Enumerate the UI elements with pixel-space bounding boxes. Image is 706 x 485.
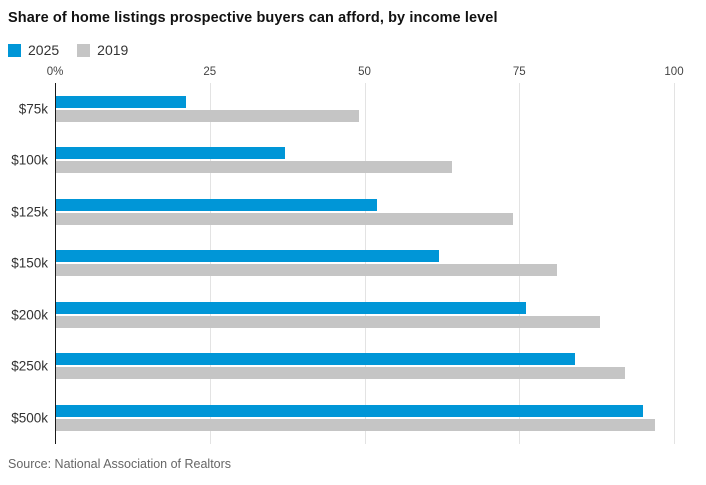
bar-2019-75k bbox=[56, 109, 359, 122]
legend: 2025 2019 bbox=[8, 42, 698, 58]
legend-swatch-2025 bbox=[8, 43, 21, 57]
chart-title: Share of home listings prospective buyer… bbox=[8, 10, 498, 26]
legend-label: 2025 bbox=[28, 42, 60, 58]
y-axis-line bbox=[55, 83, 56, 444]
bar-2025-150k bbox=[56, 250, 440, 263]
plot-area: $75k $100k $125k $150k $200k $250k $500k bbox=[11, 83, 675, 444]
category-label: $500k bbox=[11, 410, 48, 426]
category-label: $150k bbox=[11, 255, 48, 271]
gridline-75 bbox=[519, 83, 521, 444]
legend-swatch-2019 bbox=[77, 43, 91, 57]
bar-row-200k: $200k bbox=[11, 289, 674, 341]
bar-2019-200k bbox=[56, 315, 600, 328]
legend-item-2025: 2025 bbox=[8, 42, 59, 58]
bar-row-75k: $75k bbox=[19, 83, 674, 135]
bar-pair bbox=[56, 404, 674, 431]
gridline-25 bbox=[209, 83, 211, 444]
legend-label: 2019 bbox=[97, 42, 129, 58]
category-label: $100k bbox=[11, 152, 48, 168]
bar-row-125k: $125k bbox=[11, 186, 674, 238]
bar-row-150k: $150k bbox=[11, 238, 674, 290]
legend-item-2019: 2019 bbox=[77, 42, 128, 58]
bar-pair bbox=[56, 198, 674, 225]
gridline-50 bbox=[364, 83, 366, 444]
x-tick-label: 50 bbox=[358, 66, 371, 78]
x-tick-label: 25 bbox=[203, 66, 217, 78]
bar-2019-250k bbox=[56, 367, 625, 380]
x-axis: 0% 25 50 75 100 bbox=[47, 66, 684, 83]
chart-container: Share of home listings prospective buyer… bbox=[8, 10, 698, 471]
source-note: Source: National Association of Realtors bbox=[8, 457, 232, 471]
bar-2025-125k bbox=[56, 198, 378, 211]
bar-pair bbox=[56, 353, 674, 380]
x-tick-label: 0% bbox=[46, 66, 64, 78]
bar-2019-500k bbox=[56, 418, 656, 431]
category-label: $125k bbox=[11, 204, 48, 220]
bar-2025-200k bbox=[56, 301, 526, 314]
bar-2025-500k bbox=[56, 404, 644, 417]
category-label: $250k bbox=[11, 358, 48, 374]
bar-pair bbox=[56, 95, 674, 122]
bar-2019-100k bbox=[56, 161, 452, 174]
bar-pair bbox=[56, 301, 674, 328]
bar-pair bbox=[56, 147, 674, 174]
x-tick-label: 100 bbox=[664, 66, 684, 78]
category-label: $200k bbox=[11, 307, 48, 323]
bar-2019-150k bbox=[56, 264, 557, 277]
bar-2025-100k bbox=[56, 147, 285, 160]
bar-2019-125k bbox=[56, 212, 514, 225]
category-label: $75k bbox=[18, 101, 48, 117]
bar-row-100k: $100k bbox=[11, 135, 674, 187]
x-tick-label: 75 bbox=[512, 66, 526, 78]
gridline-100 bbox=[674, 83, 675, 444]
bar-row-250k: $250k bbox=[11, 341, 674, 393]
bar-row-500k: $500k bbox=[11, 392, 674, 444]
bar-2025-250k bbox=[56, 353, 576, 366]
bar-pair bbox=[56, 250, 674, 277]
bar-2025-75k bbox=[56, 95, 186, 108]
